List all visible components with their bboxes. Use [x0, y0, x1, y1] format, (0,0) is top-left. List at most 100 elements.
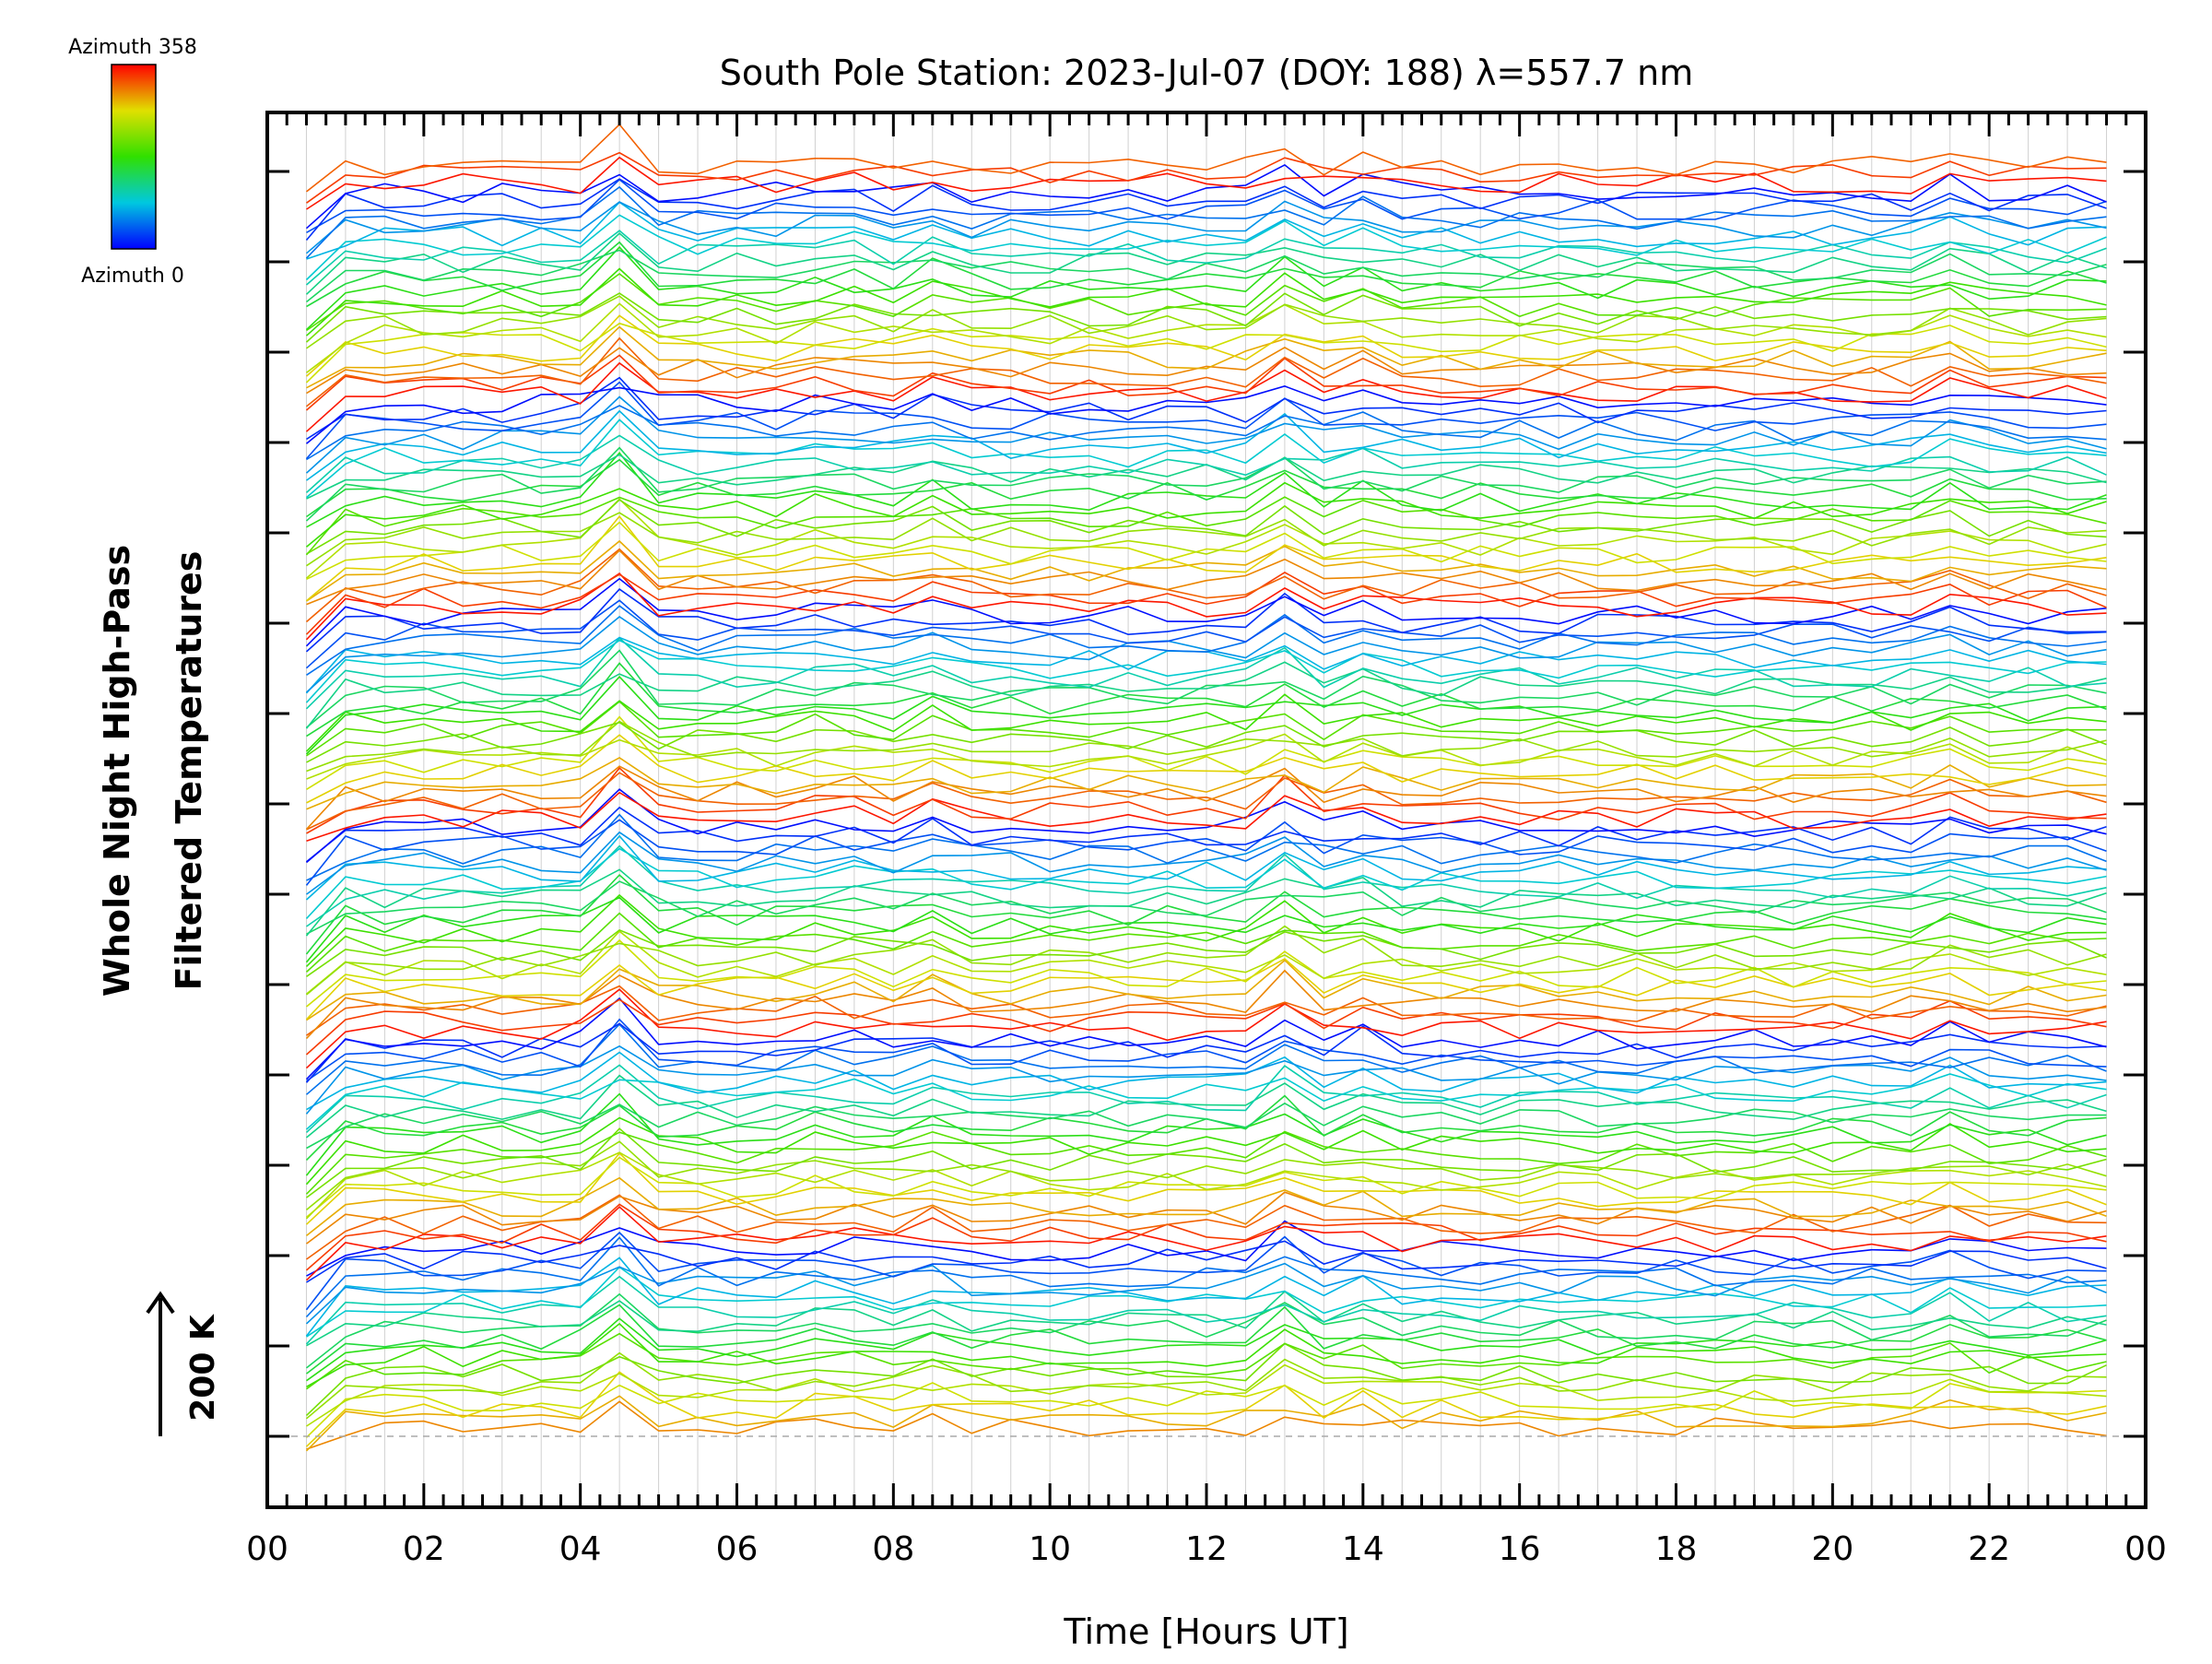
azimuth-profile-line [305, 997, 2107, 1080]
azimuth-profile-line [306, 720, 2107, 773]
azimuth-profile-line [305, 381, 2107, 460]
azimuth-profile-line [305, 577, 2107, 647]
azimuth-profile-line [305, 1371, 2107, 1447]
azimuth-profile-line [306, 1332, 2107, 1390]
azimuth-profile-line [306, 346, 2107, 395]
azimuth-profile-line [305, 1236, 2107, 1318]
x-tick-label: 06 [716, 1530, 759, 1568]
azimuth-profile-line [305, 765, 2107, 831]
azimuth-profile-line [305, 649, 2107, 728]
azimuth-profile-line [306, 928, 2107, 977]
azimuth-profile-line [305, 1156, 2107, 1219]
azimuth-profile-line [305, 214, 2107, 281]
azimuth-profile-line [305, 1257, 2107, 1337]
azimuth-profile-line [305, 1275, 2107, 1345]
azimuth-profile-line [305, 930, 2107, 995]
azimuth-profile-line [306, 1051, 2107, 1111]
azimuth-profile-line [305, 1073, 2107, 1130]
azimuth-profile-line [306, 272, 2107, 332]
colorbar-bottom-label: Azimuth 0 [81, 265, 184, 288]
y-axis-title-line2: Filtered Temperatures [169, 551, 209, 991]
azimuth-profile-line [305, 434, 2107, 493]
azimuth-profile-line [306, 302, 2107, 373]
x-tick-label: 18 [1655, 1530, 1698, 1568]
azimuth-profile-line [305, 1140, 2107, 1211]
azimuth-profile-line [306, 325, 2107, 389]
azimuth-profile-line [306, 452, 2107, 528]
azimuth-profile-line [305, 361, 2107, 432]
azimuth-profile-line [306, 156, 2107, 210]
azimuth-profile-line [306, 1322, 2107, 1387]
x-tick-label: 12 [1185, 1530, 1228, 1568]
x-tick-label: 16 [1499, 1530, 1541, 1568]
azimuth-profile-line [305, 163, 2107, 230]
azimuth-profile-line [305, 1231, 2107, 1311]
azimuth-profile-line [305, 496, 2107, 556]
azimuth-profile-line [306, 880, 2107, 935]
azimuth-profile-line [305, 1395, 2107, 1452]
azimuth-profile-line [305, 896, 2107, 963]
azimuth-profile-line [305, 1151, 2107, 1220]
series-lines [305, 123, 2107, 1452]
azimuth-profile-line [306, 756, 2107, 810]
azimuth-profile-line [306, 1240, 2107, 1283]
azimuth-profile-line [305, 292, 2107, 343]
azimuth-profile-line [305, 693, 2107, 752]
azimuth-profile-line [306, 201, 2107, 260]
azimuth-profile-line [306, 733, 2107, 780]
azimuth-profile-line [306, 539, 2107, 602]
scale-label: 200 K [184, 1314, 222, 1422]
azimuth-profile-line [306, 772, 2107, 831]
azimuth-profile-line [306, 405, 2107, 461]
azimuth-profile-line [305, 938, 2107, 1008]
x-tick-label: 10 [1029, 1530, 1071, 1568]
axis-ticks [265, 112, 2147, 1507]
azimuth-profile-line [306, 178, 2107, 233]
azimuth-profile-line [305, 675, 2107, 755]
azimuth-profile-line [305, 514, 2107, 602]
azimuth-profile-line [306, 985, 2107, 1036]
azimuth-profile-line [306, 521, 2107, 581]
x-tick-label: 08 [872, 1530, 914, 1568]
azimuth-profile-line [305, 616, 2107, 693]
azimuth-profile-line [306, 409, 2107, 481]
azimuth-profile-line [305, 1203, 2107, 1271]
azimuth-profile-line [306, 1400, 2107, 1450]
azimuth-profile-line [306, 605, 2107, 676]
azimuth-profile-line [305, 385, 2107, 444]
azimuth-profile-line [305, 1342, 2107, 1416]
chart-title: South Pole Station: 2023-Jul-07 (DOY: 18… [720, 53, 1694, 93]
azimuth-profile-line [306, 376, 2107, 441]
azimuth-profile-line [306, 1176, 2107, 1237]
azimuth-profile-line [305, 819, 2107, 886]
azimuth-profile-line [305, 354, 2107, 411]
colorbar-top-label: Azimuth 358 [68, 36, 197, 59]
azimuth-profile-line [305, 636, 2107, 710]
azimuth-profile-line [305, 834, 2107, 901]
azimuth-profile-line [306, 700, 2107, 757]
azimuth-profile-line [305, 245, 2107, 331]
azimuth-profile-line [306, 295, 2107, 349]
azimuth-profile-line [306, 1191, 2107, 1245]
azimuth-profile-line [305, 998, 2107, 1056]
azimuth-profile-line [305, 178, 2107, 242]
azimuth-profile-line [305, 847, 2107, 919]
azimuth-profile-line [306, 1290, 2107, 1347]
azimuth-profile-line [306, 512, 2107, 567]
x-tick-label: 20 [1811, 1530, 1853, 1568]
x-tick-label: 00 [246, 1530, 288, 1568]
x-tick-labels: 00 02 04 06 08 10 12 14 16 18 20 22 00 [246, 1530, 2167, 1568]
scale-arrow-head-icon [146, 1291, 175, 1315]
azimuth-profile-line [305, 1074, 2107, 1139]
x-axis-title: Time [Hours UT] [1063, 1611, 1348, 1652]
azimuth-profile-line [305, 395, 2107, 474]
azimuth-profile-line [305, 925, 2107, 996]
azimuth-profile-line [305, 868, 2107, 937]
azimuth-profile-line [306, 241, 2107, 308]
azimuth-profile-line [306, 1304, 2107, 1375]
azimuth-profile-line [306, 791, 2107, 843]
azimuth-profile-line [306, 662, 2107, 738]
azimuth-profile-line [305, 1262, 2107, 1325]
